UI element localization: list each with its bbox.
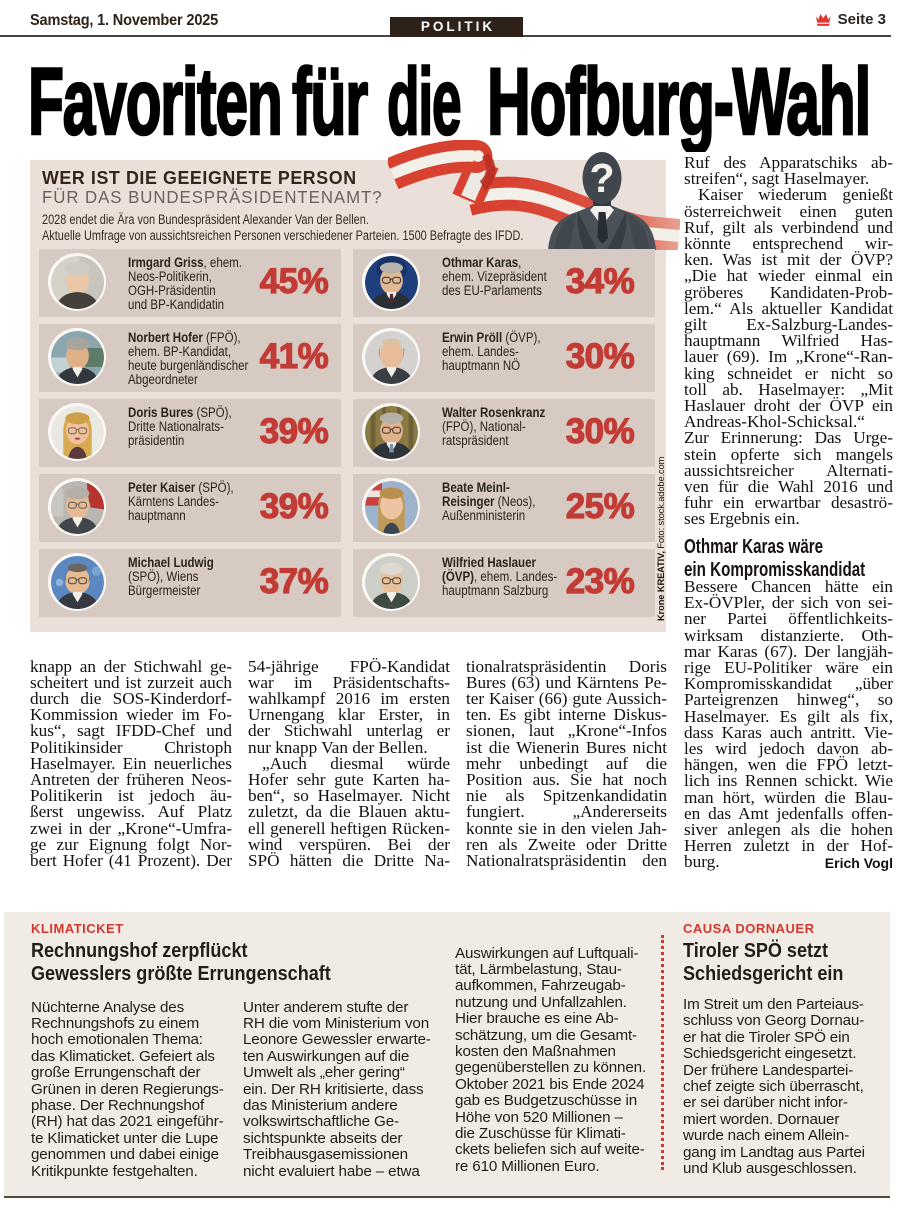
svg-text:?: ?	[589, 155, 614, 201]
